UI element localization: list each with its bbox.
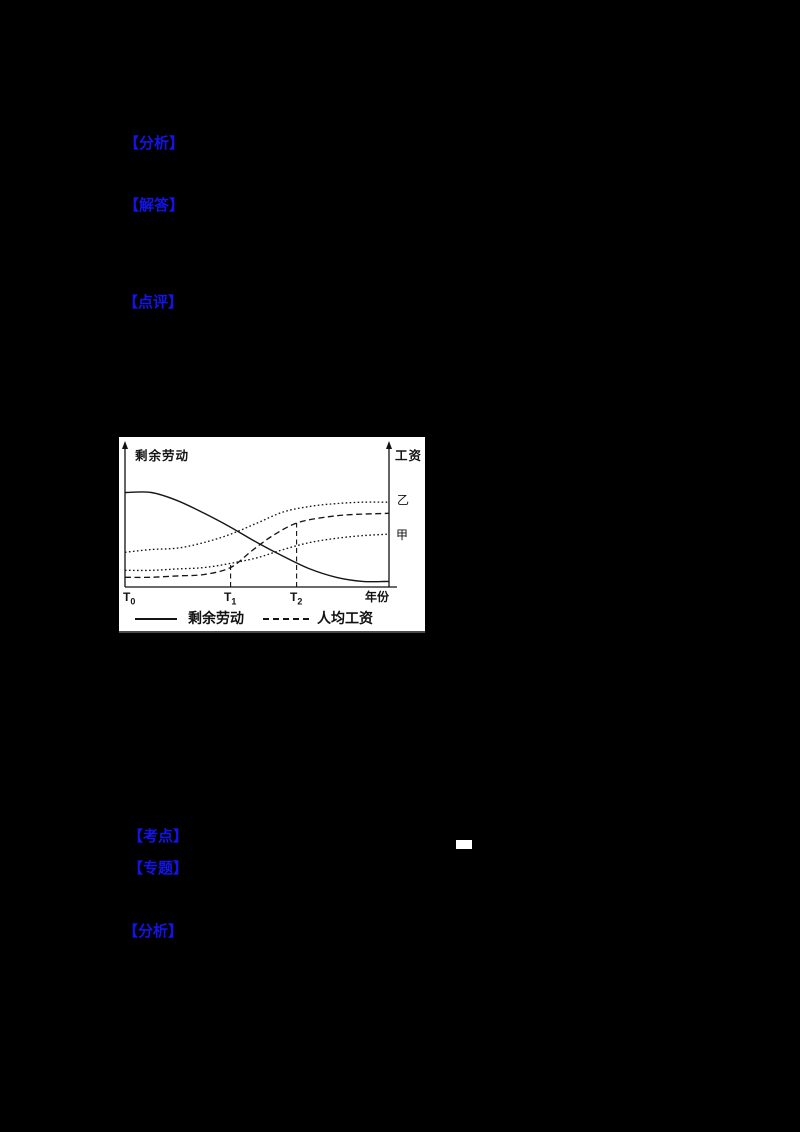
x-axis-label: 年份 <box>365 590 390 604</box>
right-axis-title: 工资 <box>395 449 423 463</box>
figure-chart: 剩余劳动 工资 乙 甲 T0 T1 T2 年份 剩余劳动 人均工资 <box>119 437 425 633</box>
legend-dashed-line-sample <box>263 618 309 620</box>
answer-label-analysis-1: 【分析】 <box>124 135 185 152</box>
legend-solid-label: 剩余劳动 <box>188 610 244 626</box>
curve-label-jia: 甲 <box>396 528 409 542</box>
chart-canvas <box>122 441 397 588</box>
x-tick-t0: T0 <box>123 590 136 607</box>
chart-legend: 剩余劳动 人均工资 <box>135 608 373 628</box>
answer-label-comment-1: 【点评】 <box>123 294 184 311</box>
legend-solid-line-sample <box>135 618 177 620</box>
answer-label-exam-points-2: 【考点】 <box>128 828 189 845</box>
answer-label-topic-2: 【专题】 <box>128 860 189 877</box>
curve-label-yi: 乙 <box>397 493 410 507</box>
x-tick-t2: T2 <box>290 590 303 607</box>
left-axis-title: 剩余劳动 <box>135 449 190 463</box>
legend-dashed-label: 人均工资 <box>317 610 373 626</box>
white-dash <box>456 840 472 849</box>
x-tick-t1: T1 <box>224 590 237 607</box>
answer-label-analysis-2: 【分析】 <box>123 923 184 940</box>
answer-label-solution-1: 【解答】 <box>124 197 185 214</box>
